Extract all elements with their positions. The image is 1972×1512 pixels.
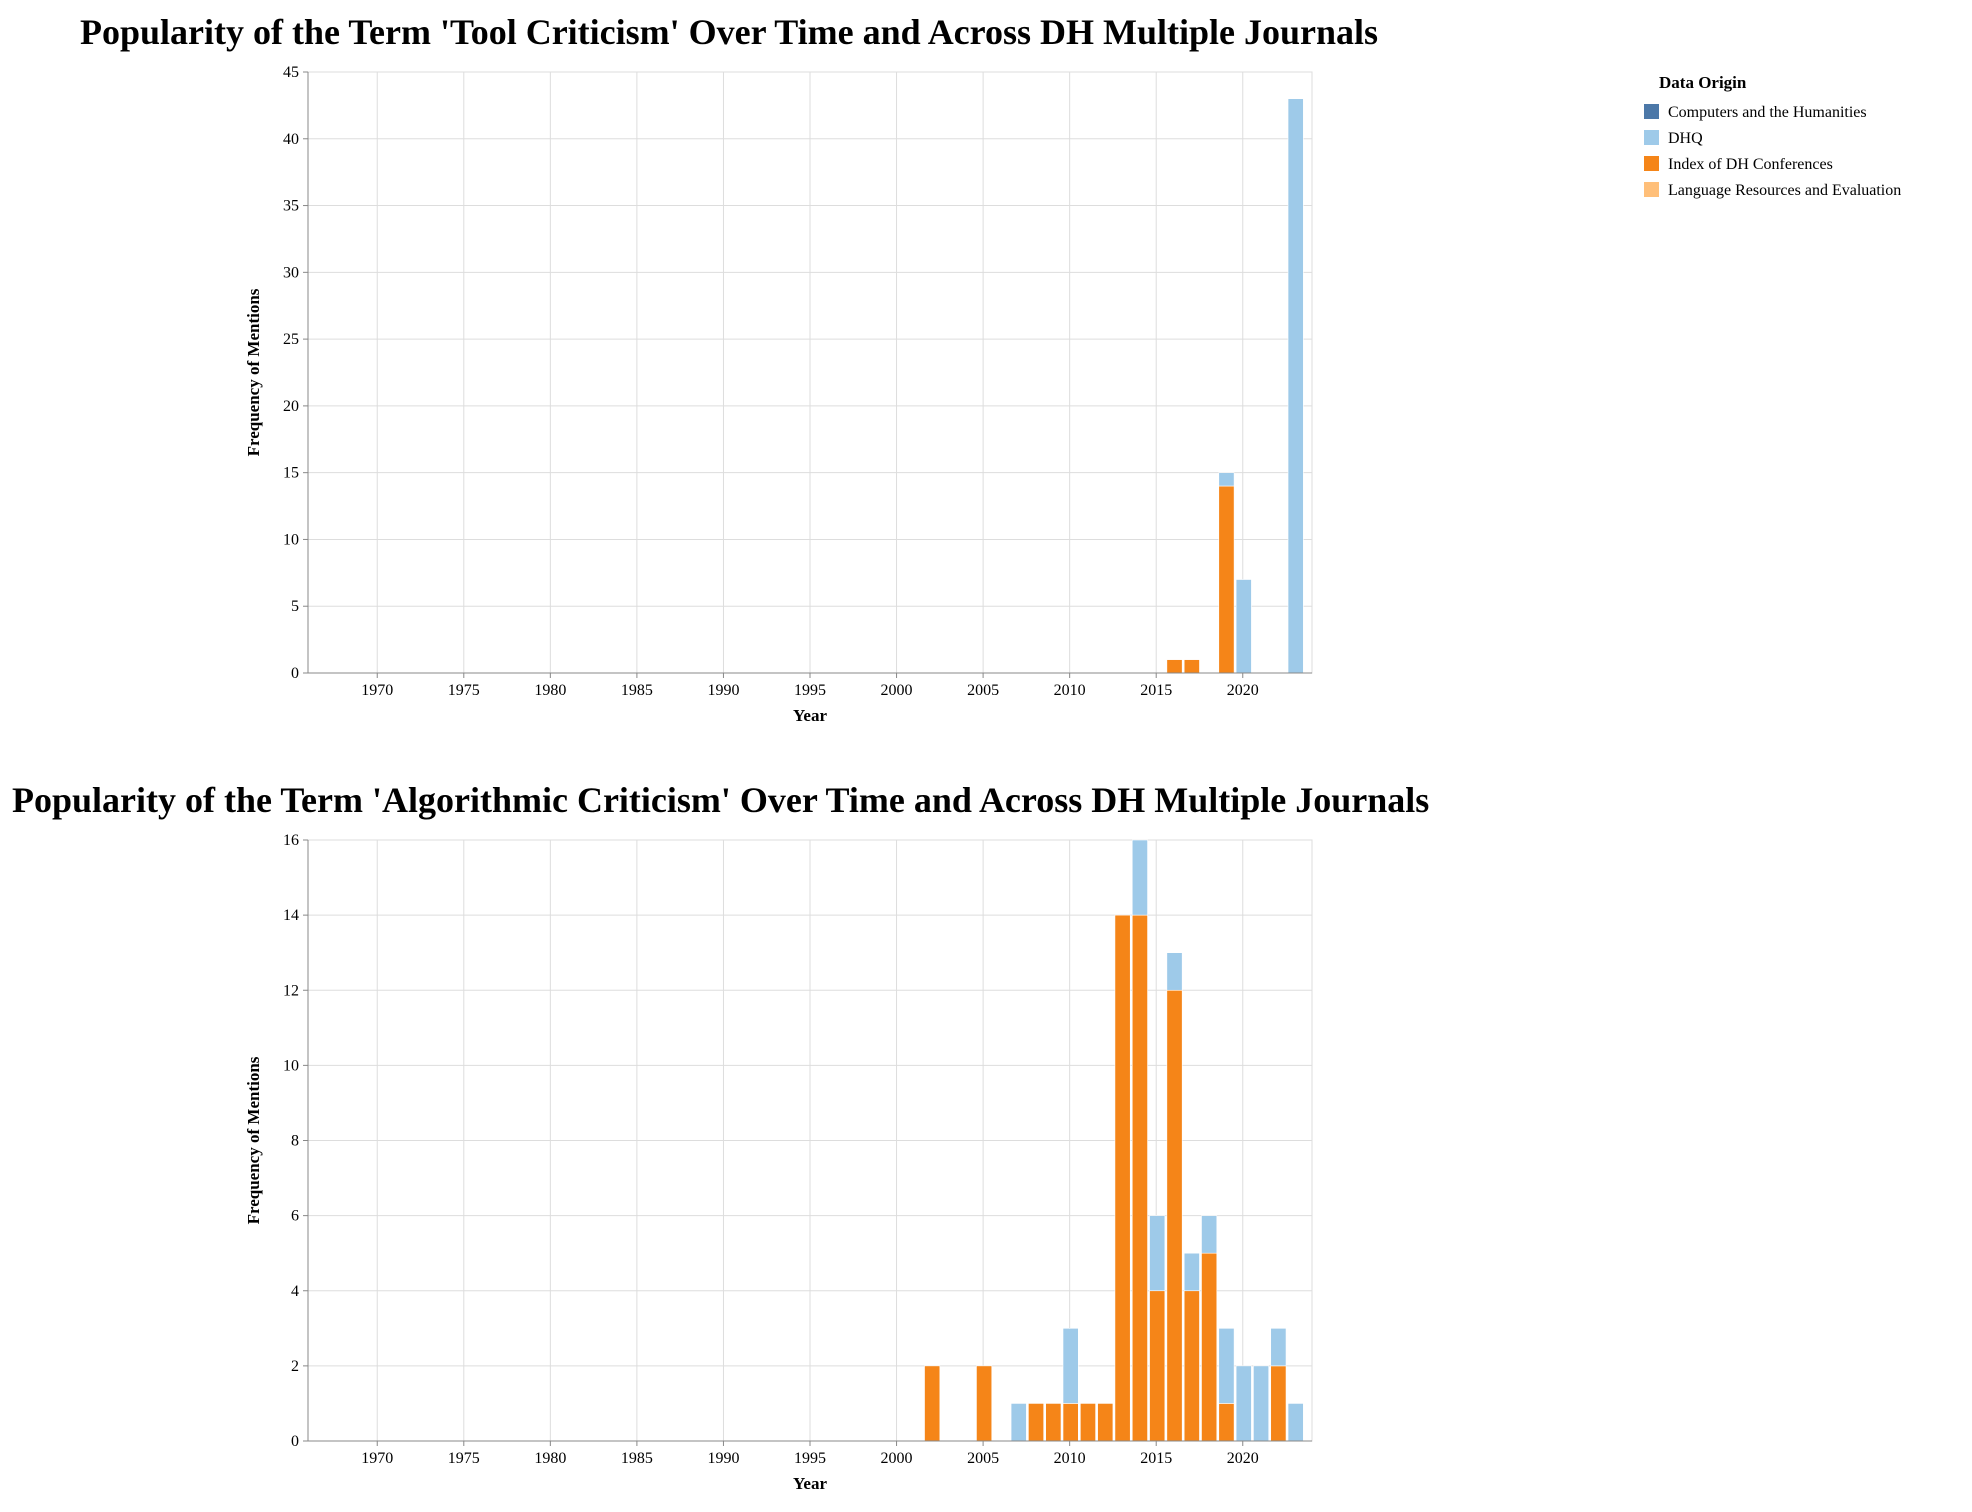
bar — [1149, 1290, 1166, 1442]
bar — [1218, 1328, 1235, 1404]
y-tick-label: 35 — [283, 198, 299, 215]
y-tick-label: 2 — [291, 1358, 299, 1375]
x-tick-label: 2010 — [1054, 1450, 1086, 1467]
y-tick-label: 12 — [283, 982, 299, 999]
y-tick-label: 14 — [283, 907, 299, 924]
x-tick-label: 1975 — [448, 682, 480, 699]
y-tick-label: 10 — [283, 531, 299, 548]
x-tick-label: 1980 — [534, 1450, 566, 1467]
y-tick-label: 40 — [283, 131, 299, 148]
x-axis-title: Year — [793, 706, 827, 725]
bar — [1010, 1403, 1027, 1442]
bar — [1166, 659, 1183, 674]
x-tick-label: 1990 — [707, 682, 739, 699]
bar — [976, 1365, 993, 1442]
x-tick-label: 1985 — [621, 1450, 653, 1467]
y-tick-label: 25 — [283, 331, 299, 348]
bar — [924, 1365, 941, 1442]
x-tick-label: 1970 — [361, 1450, 393, 1467]
bar — [1114, 914, 1131, 1442]
legend-swatch — [1644, 182, 1659, 197]
y-tick-label: 0 — [291, 1433, 299, 1450]
legend-swatch — [1644, 156, 1659, 171]
bar — [1218, 485, 1235, 674]
bar — [1131, 914, 1148, 1442]
x-tick-label: 1995 — [794, 682, 826, 699]
bar — [1166, 952, 1183, 991]
bars — [1166, 98, 1304, 674]
bar — [1183, 1252, 1200, 1292]
bar — [1270, 1328, 1287, 1367]
x-tick-label: 2010 — [1054, 682, 1086, 699]
legend-swatch — [1644, 130, 1659, 145]
x-tick-label: 2005 — [967, 682, 999, 699]
y-tick-label: 5 — [291, 598, 299, 615]
legend-label: Computers and the Humanities — [1668, 104, 1867, 121]
bar — [1045, 1403, 1062, 1442]
bar — [1131, 839, 1148, 916]
bar — [1062, 1328, 1079, 1404]
algorithmic-criticism-chart: Popularity of the Term 'Algorithmic Crit… — [12, 780, 1429, 1493]
bar — [1183, 1290, 1200, 1442]
x-tick-label: 2005 — [967, 1450, 999, 1467]
y-tick-label: 0 — [291, 665, 299, 682]
y-axis-title: Frequency of Mentions — [244, 1056, 263, 1224]
x-tick-label: 1975 — [448, 1450, 480, 1467]
y-tick-label: 4 — [291, 1283, 299, 1300]
bar — [1149, 1215, 1166, 1292]
legend: Data Origin Computers and the Humanities… — [1644, 73, 1901, 199]
axes: 1970 1975 1980 1985 1990 1995 2000 2005 2010 2015… — [244, 64, 1312, 725]
x-tick-label: 2015 — [1140, 1450, 1172, 1467]
bar — [1287, 98, 1304, 674]
bars — [924, 839, 1304, 1442]
y-tick-label: 20 — [283, 398, 299, 415]
y-tick-label: 10 — [283, 1057, 299, 1074]
legend-swatch — [1644, 104, 1659, 119]
bar — [1218, 472, 1235, 487]
x-axis-title: Year — [793, 1474, 827, 1493]
x-tick-label: 1985 — [621, 682, 653, 699]
chart-title: Popularity of the Term 'Tool Criticism' … — [80, 12, 1378, 52]
bar — [1218, 1403, 1235, 1442]
bar — [1097, 1403, 1114, 1442]
bar — [1062, 1403, 1079, 1442]
bar — [1235, 579, 1252, 674]
y-tick-label: 6 — [291, 1208, 299, 1225]
x-tick-label: 2015 — [1140, 682, 1172, 699]
bar — [1080, 1403, 1096, 1442]
x-tick-label: 1980 — [534, 682, 566, 699]
legend-title: Data Origin — [1659, 73, 1747, 92]
bar — [1201, 1215, 1218, 1254]
bar — [1201, 1252, 1218, 1442]
x-tick-label: 2020 — [1227, 682, 1259, 699]
bar — [1287, 1403, 1304, 1442]
x-tick-label: 2000 — [881, 682, 913, 699]
x-tick-label: 2000 — [881, 1450, 913, 1467]
bar — [1183, 659, 1200, 674]
bar — [1166, 989, 1183, 1442]
tool-criticism-chart: Popularity of the Term 'Tool Criticism' … — [80, 12, 1378, 725]
y-tick-label: 45 — [283, 64, 299, 81]
y-tick-label: 8 — [291, 1133, 299, 1150]
x-tick-label: 1970 — [361, 682, 393, 699]
x-tick-label: 1990 — [707, 1450, 739, 1467]
axes: 1970 1975 1980 1985 1990 1995 2000 2005 2010 2015… — [244, 832, 1312, 1493]
x-tick-label: 1995 — [794, 1450, 826, 1467]
y-tick-label: 16 — [283, 832, 299, 849]
chart-title: Popularity of the Term 'Algorithmic Crit… — [12, 780, 1429, 820]
x-tick-label: 2020 — [1227, 1450, 1259, 1467]
bar — [1028, 1403, 1044, 1442]
bar — [1235, 1365, 1252, 1442]
legend-label: Index of DH Conferences — [1668, 156, 1833, 173]
legend-label: Language Resources and Evaluation — [1668, 182, 1901, 199]
y-tick-label: 15 — [283, 465, 299, 482]
gridlines — [307, 71, 1313, 674]
legend-label: DHQ — [1668, 130, 1703, 147]
y-axis-title: Frequency of Mentions — [244, 288, 263, 456]
y-tick-label: 30 — [283, 264, 299, 281]
bar — [1253, 1365, 1270, 1442]
bar — [1270, 1365, 1287, 1442]
